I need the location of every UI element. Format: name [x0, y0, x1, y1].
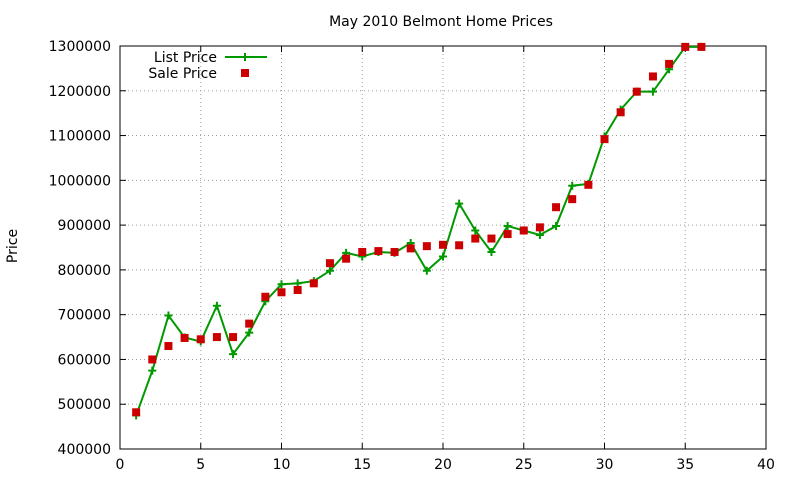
data-point — [325, 259, 334, 268]
data-point — [180, 333, 189, 342]
x-tick-label: 25 — [515, 457, 533, 473]
data-point — [422, 266, 431, 275]
data-point — [552, 222, 561, 231]
series-list-price — [132, 42, 706, 420]
data-point — [342, 254, 351, 263]
series-sale-price — [132, 42, 706, 417]
data-point — [422, 242, 431, 251]
data-point — [552, 203, 561, 212]
data-point — [406, 244, 415, 253]
data-point — [277, 288, 286, 297]
data-point — [503, 222, 512, 231]
data-point — [148, 355, 157, 364]
data-point — [229, 333, 238, 342]
y-tick-label: 400000 — [58, 442, 111, 458]
data-point — [503, 230, 512, 239]
data-point — [164, 311, 173, 320]
y-tick-label: 900000 — [58, 218, 111, 234]
x-tick-label: 35 — [676, 457, 694, 473]
data-point — [293, 286, 302, 295]
data-point — [681, 42, 690, 51]
data-point — [535, 230, 544, 239]
data-point — [487, 247, 496, 256]
data-point — [487, 234, 496, 243]
data-point — [632, 87, 641, 96]
series — [132, 42, 706, 420]
data-point — [439, 240, 447, 249]
data-point — [196, 335, 205, 344]
legend-marker-swatch — [241, 69, 249, 77]
x-tick-label: 0 — [116, 457, 125, 473]
data-point — [616, 108, 625, 117]
data-point — [471, 234, 480, 243]
data-point — [309, 279, 318, 288]
legend-label: List Price — [154, 50, 217, 66]
data-point — [277, 280, 286, 289]
x-tick-label: 5 — [196, 457, 205, 473]
x-tick-label: 15 — [353, 457, 371, 473]
data-point — [471, 226, 480, 235]
data-point — [293, 279, 302, 288]
data-point — [568, 195, 577, 204]
y-tick-label: 800000 — [58, 263, 111, 279]
y-axis-label: Price — [5, 229, 21, 263]
x-tick-label: 20 — [434, 457, 452, 473]
x-tick-label: 10 — [273, 457, 291, 473]
data-point — [665, 59, 674, 68]
data-point — [390, 247, 399, 256]
legend-marker-swatch — [241, 53, 249, 61]
data-point — [568, 181, 577, 190]
axis-ticks: 0 5 10 15 20 25 30 35 40 400000 500000 600000 700000… — [49, 39, 775, 473]
data-point — [229, 350, 238, 359]
data-point — [245, 319, 254, 328]
data-point — [261, 292, 270, 301]
y-tick-label: 1100000 — [49, 129, 111, 145]
data-point — [648, 87, 657, 96]
data-point — [455, 199, 464, 208]
data-point — [439, 252, 447, 261]
data-point — [358, 247, 367, 256]
data-point — [600, 135, 609, 144]
data-point — [374, 247, 383, 256]
x-tick-label: 40 — [757, 457, 775, 473]
chart-title: May 2010 Belmont Home Prices — [329, 14, 553, 30]
x-tick-label: 30 — [596, 457, 614, 473]
y-tick-label: 1000000 — [49, 173, 111, 189]
y-tick-label: 600000 — [58, 352, 111, 368]
data-point — [535, 223, 544, 232]
data-point — [648, 72, 657, 81]
y-tick-label: 500000 — [58, 397, 111, 413]
data-point — [325, 266, 334, 275]
y-tick-label: 1200000 — [49, 84, 111, 100]
data-point — [164, 342, 173, 351]
data-point — [132, 408, 141, 417]
data-point — [584, 180, 593, 189]
legend-label: Sale Price — [148, 66, 217, 82]
data-point — [455, 241, 464, 250]
data-point — [212, 333, 221, 342]
data-point — [697, 42, 706, 51]
y-tick-label: 1300000 — [49, 39, 111, 55]
data-point — [245, 328, 254, 337]
data-point — [212, 301, 221, 310]
data-point — [519, 226, 528, 235]
y-tick-label: 700000 — [58, 308, 111, 324]
series-line — [135, 45, 702, 416]
data-point — [148, 366, 157, 375]
